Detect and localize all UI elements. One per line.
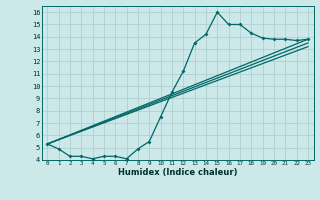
X-axis label: Humidex (Indice chaleur): Humidex (Indice chaleur) <box>118 168 237 177</box>
